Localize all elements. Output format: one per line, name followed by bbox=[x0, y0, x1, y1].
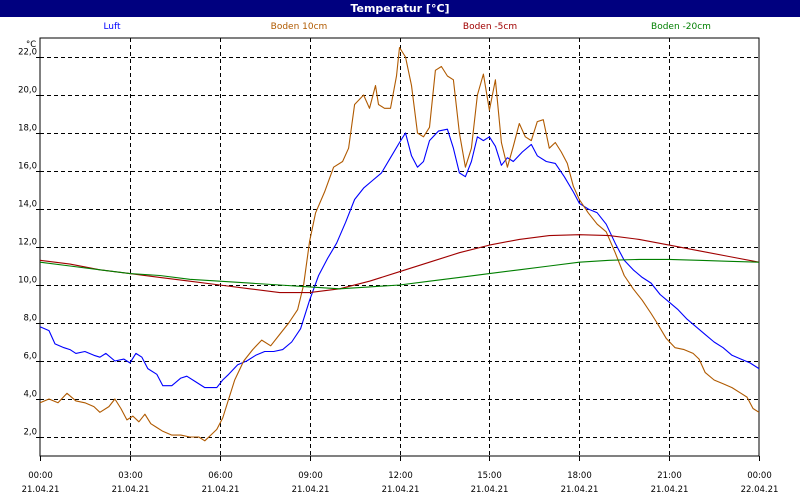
x-tick-date-label: 21.04.21 bbox=[382, 485, 420, 495]
x-tick-date-label: 22.04.21 bbox=[741, 485, 779, 495]
y-tick-label: 18,0 bbox=[18, 124, 37, 134]
chart-legend: Luft Boden 10cm Boden -5cm Boden -20cm bbox=[0, 22, 800, 36]
legend-item-4: Boden -20cm bbox=[651, 22, 711, 32]
x-tick-time-label: 21:00 bbox=[657, 471, 682, 481]
x-tick-date-label: 21.04.21 bbox=[292, 485, 330, 495]
x-tick-date-label: 21.04.21 bbox=[561, 485, 599, 495]
y-tick-label: 10,0 bbox=[18, 276, 37, 286]
x-tick-date-label: 21.04.21 bbox=[651, 485, 689, 495]
y-axis-unit-label: °C bbox=[26, 40, 36, 50]
x-tick-time-label: 03:00 bbox=[118, 471, 143, 481]
y-tick-label: 20,0 bbox=[18, 86, 37, 96]
x-tick-date-label: 21.04.21 bbox=[471, 485, 509, 495]
x-tick-date-label: 21.04.21 bbox=[112, 485, 150, 495]
series-line-1 bbox=[39, 128, 760, 389]
y-tick-label: 2,0 bbox=[23, 428, 37, 438]
y-tick-label: 4,0 bbox=[23, 390, 37, 400]
x-tick-time-label: 00:00 bbox=[28, 471, 53, 481]
x-tick-date-label: 21.04.21 bbox=[202, 485, 240, 495]
y-tick-label: 6,0 bbox=[23, 352, 37, 362]
legend-item-1: Luft bbox=[103, 22, 121, 32]
x-tick-time-label: 09:00 bbox=[298, 471, 323, 481]
y-tick-label: 16,0 bbox=[18, 162, 37, 172]
legend-item-2: Boden 10cm bbox=[270, 22, 328, 32]
y-tick-label: 8,0 bbox=[23, 314, 37, 324]
y-tick-label: 12,0 bbox=[18, 238, 37, 248]
x-tick-time-label: 15:00 bbox=[477, 471, 502, 481]
legend-item-3: Boden -5cm bbox=[462, 22, 518, 32]
window-title: Temperatur [°C] bbox=[0, 0, 800, 17]
y-tick-label: 22,0 bbox=[18, 48, 37, 58]
x-tick-time-label: 12:00 bbox=[388, 471, 413, 481]
x-tick-time-label: 00:00 bbox=[747, 471, 772, 481]
series-line-3 bbox=[39, 234, 760, 294]
x-tick-time-label: 06:00 bbox=[208, 471, 233, 481]
x-tick-time-label: 18:00 bbox=[567, 471, 592, 481]
series-line-2 bbox=[39, 46, 760, 442]
x-tick-date-label: 21.04.21 bbox=[22, 485, 60, 495]
y-tick-label: 14,0 bbox=[18, 200, 37, 210]
series-line-4 bbox=[39, 258, 760, 290]
